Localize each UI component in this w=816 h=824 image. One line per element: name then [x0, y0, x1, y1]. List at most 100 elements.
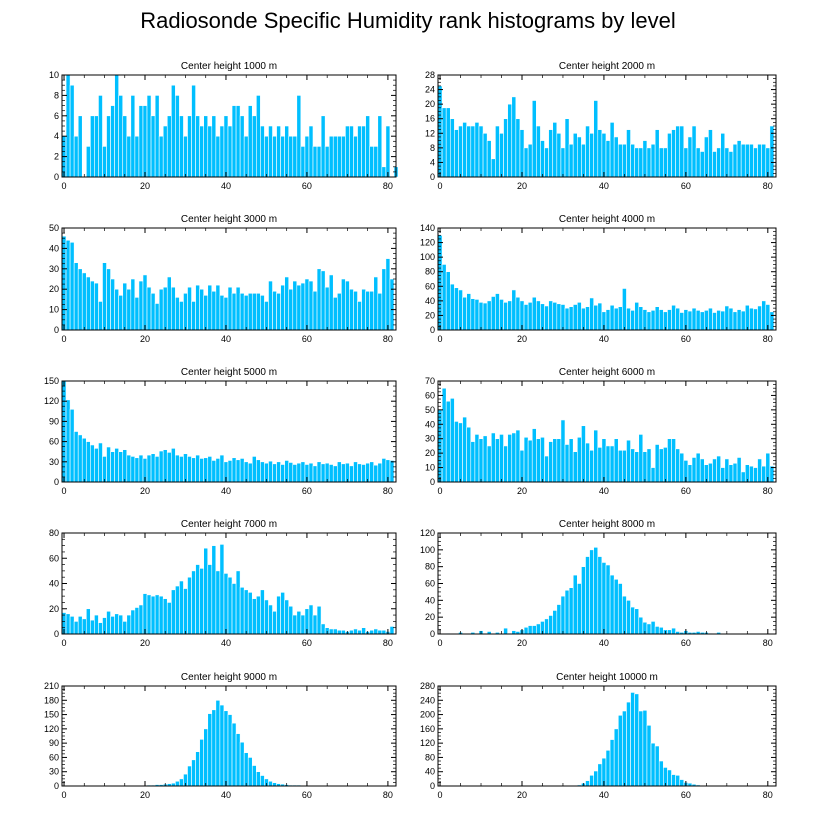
bar — [511, 432, 517, 483]
bar — [320, 463, 326, 483]
y-tick-label: 16 — [425, 114, 435, 124]
bar — [219, 295, 225, 331]
bar — [712, 458, 717, 483]
bar — [474, 299, 480, 331]
bar — [65, 74, 71, 178]
bar — [638, 147, 644, 178]
y-tick-label: 20 — [425, 448, 435, 458]
bar — [617, 583, 623, 635]
y-tick-label: 0 — [54, 781, 59, 791]
bar — [437, 85, 443, 178]
bar — [634, 608, 640, 635]
bar — [650, 310, 656, 331]
panel-7: Center height 7000 m 0 20 40 60 80 0 20 40 60 80 — [49, 519, 397, 648]
panel-title: Center height 8000 m — [559, 519, 655, 530]
bar — [593, 304, 599, 331]
bar — [593, 770, 599, 787]
bar — [613, 578, 619, 635]
bar — [544, 455, 549, 483]
bar — [749, 307, 754, 331]
bar — [158, 135, 164, 178]
bar — [227, 714, 233, 787]
bar — [175, 780, 180, 787]
bar — [663, 447, 668, 483]
bar — [761, 465, 767, 483]
bar — [724, 147, 730, 178]
bar — [227, 460, 233, 483]
bar — [150, 453, 156, 483]
bar — [630, 692, 635, 787]
bar — [268, 780, 273, 787]
bar — [556, 604, 562, 635]
bar — [203, 295, 209, 331]
bar — [215, 699, 221, 787]
bar — [658, 760, 664, 787]
x-tick-label: 80 — [763, 790, 773, 800]
bar — [474, 122, 480, 178]
bar — [568, 306, 574, 331]
bar — [511, 630, 517, 635]
bar — [540, 436, 545, 483]
y-tick-label: 24 — [425, 85, 435, 95]
bar — [211, 460, 217, 483]
bar — [191, 759, 196, 787]
bar — [576, 136, 582, 178]
bar — [90, 280, 95, 331]
bar — [280, 284, 285, 331]
bar — [345, 125, 350, 178]
bar — [247, 105, 253, 178]
bar — [134, 457, 140, 483]
x-tick-label: 20 — [140, 334, 150, 344]
panel-6: Center height 6000 m 0 10 20 30 40 50 60 70 0 20 40… — [425, 367, 777, 496]
bar — [284, 599, 290, 635]
bar — [187, 286, 192, 331]
bar — [316, 605, 322, 635]
panel-title: Center height 7000 m — [181, 519, 277, 530]
bar — [605, 445, 611, 483]
bar — [597, 447, 603, 483]
bar — [720, 310, 726, 331]
bar — [227, 125, 233, 178]
bar — [679, 312, 685, 331]
bar — [215, 284, 221, 331]
y-tick-label: 150 — [44, 376, 59, 386]
x-tick-label: 0 — [62, 790, 67, 800]
bar — [638, 616, 644, 635]
bar — [247, 592, 253, 635]
bar — [622, 143, 627, 178]
bar — [243, 752, 249, 787]
x-tick-label: 80 — [763, 486, 773, 496]
bar — [369, 146, 375, 178]
bar — [166, 602, 172, 635]
bar — [490, 296, 496, 331]
bar — [536, 300, 541, 331]
bar — [328, 274, 334, 331]
bar — [540, 140, 545, 178]
bar — [219, 704, 225, 787]
bar — [336, 292, 342, 331]
y-tick-label: 150 — [44, 710, 59, 720]
bar — [110, 451, 115, 483]
bar — [296, 95, 302, 178]
bar — [251, 456, 257, 483]
bar — [449, 398, 455, 483]
bar — [102, 146, 107, 178]
bar — [568, 143, 574, 178]
y-tick-label: 100 — [420, 252, 435, 262]
bar — [716, 310, 721, 331]
bar — [292, 280, 298, 331]
bar — [381, 166, 387, 178]
bar — [353, 461, 358, 483]
bar — [589, 449, 594, 483]
bar — [613, 136, 619, 178]
bar — [478, 438, 484, 483]
bar — [85, 608, 91, 635]
bar — [207, 284, 213, 331]
bar — [490, 432, 496, 483]
x-tick-label: 0 — [62, 638, 67, 648]
bar — [568, 587, 574, 635]
bar — [626, 439, 631, 483]
x-tick-label: 80 — [763, 334, 773, 344]
bar — [458, 289, 463, 331]
bar — [511, 96, 517, 178]
